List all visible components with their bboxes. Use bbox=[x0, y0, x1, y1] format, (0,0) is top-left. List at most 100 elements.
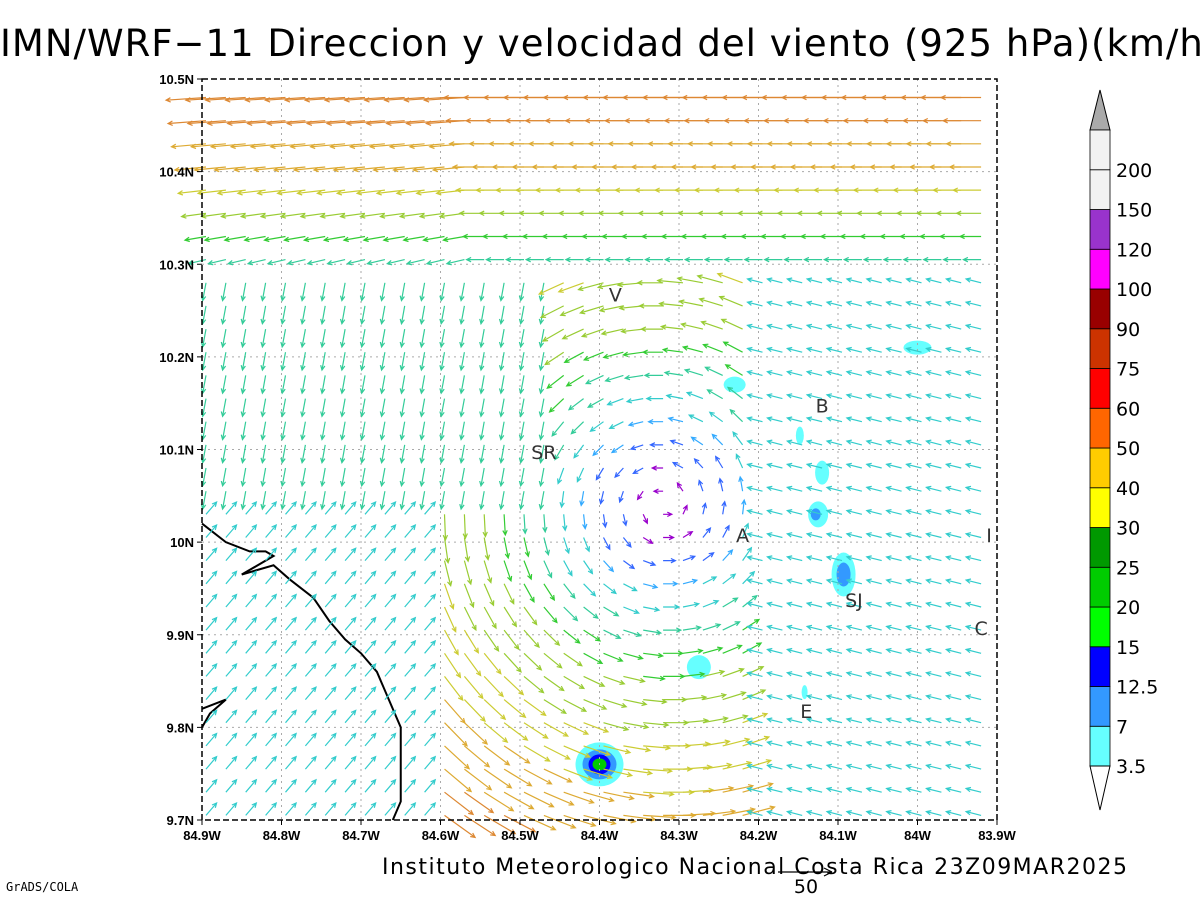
wind-arrow bbox=[245, 616, 258, 631]
contour-7 bbox=[810, 508, 821, 521]
wind-arrow bbox=[285, 755, 298, 770]
wind-arrow bbox=[746, 578, 763, 585]
wind-arrow bbox=[623, 768, 654, 776]
wind-arrow bbox=[845, 416, 863, 423]
wind-arrow bbox=[220, 328, 227, 349]
wind-arrow bbox=[925, 439, 942, 446]
wind-arrow bbox=[779, 233, 803, 240]
wind-arrow bbox=[563, 699, 588, 712]
wind-arrow bbox=[383, 96, 425, 103]
wind-arrow bbox=[636, 490, 644, 501]
wind-arrow bbox=[280, 491, 287, 511]
wind-arrow bbox=[925, 740, 942, 747]
wind-arrow bbox=[518, 305, 525, 326]
wind-arrow bbox=[503, 629, 520, 651]
wind-arrow bbox=[424, 524, 437, 538]
wind-arrow bbox=[424, 801, 437, 816]
wind-arrow bbox=[885, 810, 902, 816]
wind-arrow bbox=[711, 433, 724, 446]
wind-arrow bbox=[845, 810, 863, 816]
wind-arrow bbox=[583, 652, 604, 665]
wind-arrow bbox=[324, 732, 337, 747]
x-tick-label: 84.5W bbox=[501, 828, 539, 843]
wind-arrow bbox=[702, 646, 724, 654]
wind-arrow bbox=[663, 557, 677, 564]
wind-arrow bbox=[742, 805, 776, 816]
wind-arrow bbox=[885, 786, 902, 793]
wind-arrow bbox=[304, 593, 317, 608]
wind-arrow bbox=[845, 578, 863, 585]
wind-arrow bbox=[292, 166, 326, 173]
wind-arrow bbox=[379, 444, 386, 464]
wind-arrow bbox=[224, 96, 266, 103]
wind-arrow bbox=[905, 509, 922, 515]
wind-arrow bbox=[229, 143, 266, 150]
wind-arrow bbox=[702, 762, 733, 770]
wind-arrow bbox=[424, 500, 437, 515]
wind-arrow bbox=[563, 745, 592, 758]
wind-arrow bbox=[563, 583, 576, 600]
wind-arrow bbox=[964, 671, 982, 677]
wind-arrow bbox=[905, 810, 922, 816]
wind-arrow bbox=[663, 511, 674, 518]
wind-arrow bbox=[538, 467, 545, 488]
wind-arrow bbox=[384, 616, 397, 631]
colorbar-segment bbox=[1089, 407, 1111, 449]
wind-arrow bbox=[503, 606, 518, 628]
wind-arrow bbox=[785, 416, 803, 423]
wind-arrow bbox=[716, 272, 743, 284]
wind-arrow bbox=[785, 763, 803, 770]
wind-arrow bbox=[766, 300, 783, 307]
wind-arrow bbox=[925, 717, 942, 724]
wind-arrow bbox=[246, 120, 286, 126]
wind-arrow bbox=[419, 398, 426, 418]
wind-arrow bbox=[285, 732, 297, 747]
wind-arrow bbox=[746, 462, 763, 469]
wind-arrow bbox=[741, 498, 747, 515]
wind-arrow bbox=[304, 663, 317, 677]
wind-arrow bbox=[205, 801, 218, 816]
colorbar-label: 3.5 bbox=[1116, 756, 1146, 778]
wind-arrow bbox=[586, 398, 604, 408]
wind-arrow bbox=[339, 375, 346, 395]
wind-arrow bbox=[964, 462, 982, 469]
wind-arrow bbox=[645, 395, 664, 402]
wind-arrow bbox=[951, 187, 982, 193]
wind-arrow bbox=[384, 755, 397, 770]
wind-arrow bbox=[805, 370, 823, 376]
wind-arrow bbox=[766, 370, 783, 376]
wind-arrow bbox=[324, 570, 337, 585]
wind-arrow bbox=[424, 709, 437, 724]
wind-arrow bbox=[300, 352, 306, 372]
x-axis-ticks: 84.9W 84.8W 84.7W 84.6W 84.5W 84.4W 84.3W 84.2W… bbox=[183, 820, 1017, 843]
wind-arrow bbox=[463, 560, 473, 586]
wind-arrow bbox=[885, 532, 902, 539]
wind-arrow bbox=[627, 421, 644, 427]
colorbar-label: 200 bbox=[1116, 160, 1152, 182]
wind-arrow bbox=[205, 709, 218, 724]
wind-arrow bbox=[676, 276, 704, 284]
wind-arrow bbox=[523, 768, 553, 785]
wind-arrow bbox=[422, 235, 445, 243]
wind-arrow bbox=[339, 444, 346, 464]
colorbar-segment bbox=[1089, 447, 1111, 489]
wind-arrow bbox=[845, 462, 863, 469]
wind-arrow bbox=[320, 467, 326, 488]
wind-arrow bbox=[444, 745, 471, 770]
wind-arrow bbox=[264, 96, 306, 103]
wind-arrow bbox=[603, 606, 620, 617]
wind-arrow bbox=[226, 120, 266, 126]
wind-arrow bbox=[825, 578, 843, 585]
wind-arrow bbox=[538, 444, 545, 464]
wind-arrow bbox=[944, 439, 962, 446]
wind-arrow bbox=[598, 305, 624, 313]
wind-arrow bbox=[746, 393, 763, 400]
wind-arrow bbox=[636, 280, 664, 286]
wind-arrow bbox=[865, 300, 882, 307]
wind-arrow bbox=[805, 277, 823, 284]
wind-arrow bbox=[344, 778, 357, 793]
wind-arrow bbox=[743, 256, 763, 263]
wind-arrow bbox=[479, 375, 485, 395]
wind-arrow bbox=[419, 328, 426, 349]
contour-10 bbox=[903, 340, 932, 355]
